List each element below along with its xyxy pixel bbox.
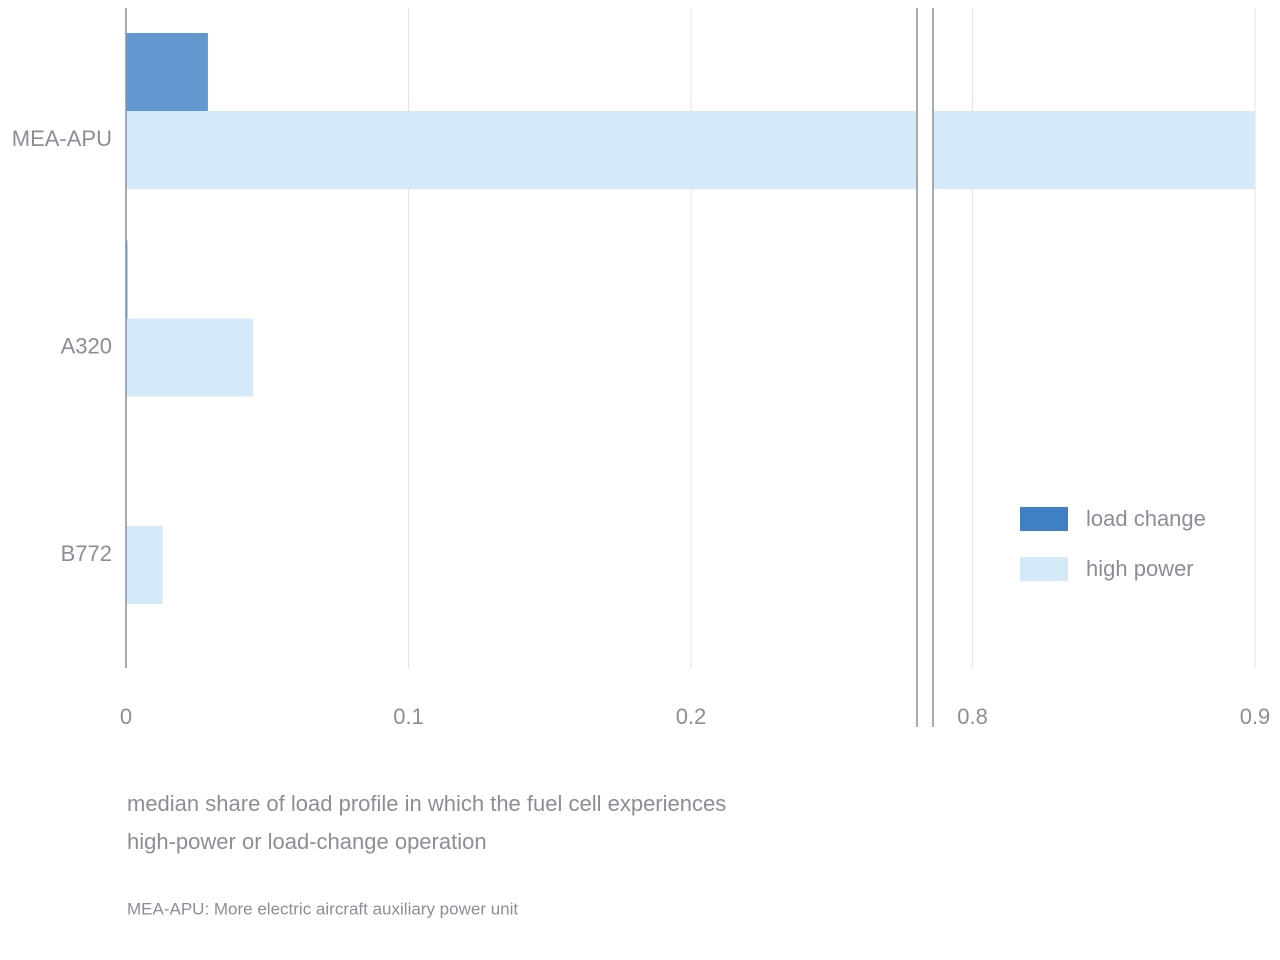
y-tick-label: B772: [61, 541, 112, 566]
x-axis-label: high-power or load-change operation: [127, 829, 487, 854]
note: MEA-APU: More electric aircraft auxiliar…: [127, 899, 518, 918]
y-tick-label: A320: [61, 333, 112, 358]
bar: [126, 33, 208, 111]
x-tick-label: 0.2: [676, 704, 707, 729]
legend-swatch: [1020, 507, 1068, 531]
x-tick-label: 0.9: [1240, 704, 1271, 729]
x-tick-label: 0.1: [393, 704, 424, 729]
legend-label: load change: [1086, 506, 1206, 531]
x-tick-label: 0: [120, 704, 132, 729]
bar: [126, 318, 254, 397]
bar: [126, 111, 1255, 189]
x-axis-label: median share of load profile in which th…: [127, 791, 726, 816]
x-tick-label: 0.8: [957, 704, 988, 729]
legend-swatch: [1020, 557, 1068, 581]
bar: [126, 526, 163, 604]
y-tick-label: MEA-APU: [12, 126, 112, 151]
legend-label: high power: [1086, 556, 1194, 581]
